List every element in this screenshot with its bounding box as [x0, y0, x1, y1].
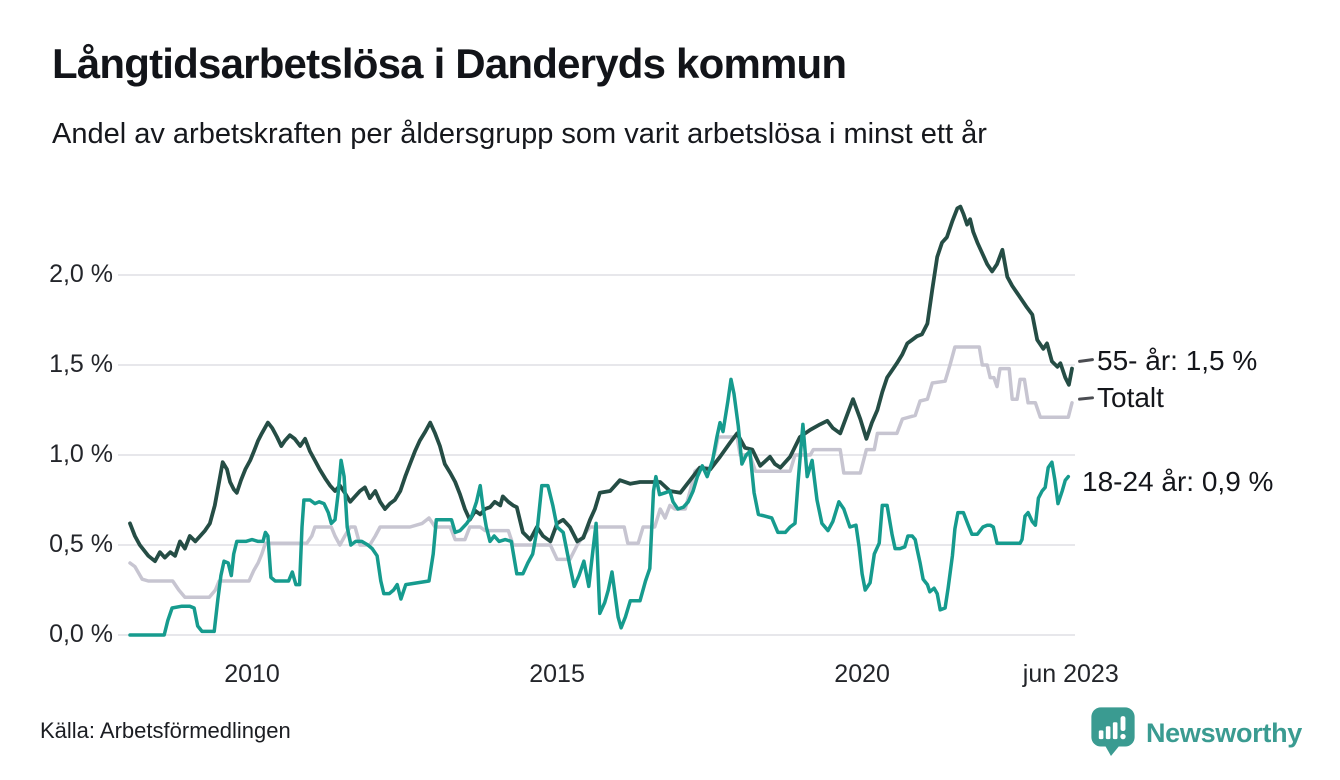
x-tick-label: 2020 [834, 660, 890, 688]
y-tick-label: 1,5 % [49, 350, 113, 378]
series-label-18-24-ar: 18-24 år: 0,9 % [1082, 466, 1274, 497]
newsworthy-wordmark: Newsworthy [1145, 718, 1302, 748]
x-tick-label: 2015 [529, 660, 585, 688]
page-title: Långtidsarbetslösa i Danderyds kommun [52, 40, 847, 87]
y-tick-label: 0,0 % [49, 620, 113, 648]
source-note: Källa: Arbetsförmedlingen [40, 718, 291, 743]
series-label-totalt: Totalt [1097, 382, 1164, 413]
chart-subtitle: Andel av arbetskraften per åldersgrupp s… [52, 118, 987, 150]
y-tick-label: 2,0 % [49, 260, 113, 288]
series-line-55-ar [128, 204, 1074, 564]
y-tick-label: 0,5 % [49, 530, 113, 558]
series-label-55-ar: 55- år: 1,5 % [1097, 345, 1258, 376]
series-line-18-24-ar [128, 377, 1071, 637]
x-tick-label: 2010 [224, 660, 280, 688]
newsworthy-bubble-chart-icon [1090, 706, 1136, 761]
y-tick-label: 1,0 % [49, 440, 113, 468]
x-tick-label: jun 2023 [1022, 660, 1119, 688]
newsworthy-logo: Newsworthy [1090, 706, 1302, 761]
series-line-totalt [128, 345, 1074, 599]
